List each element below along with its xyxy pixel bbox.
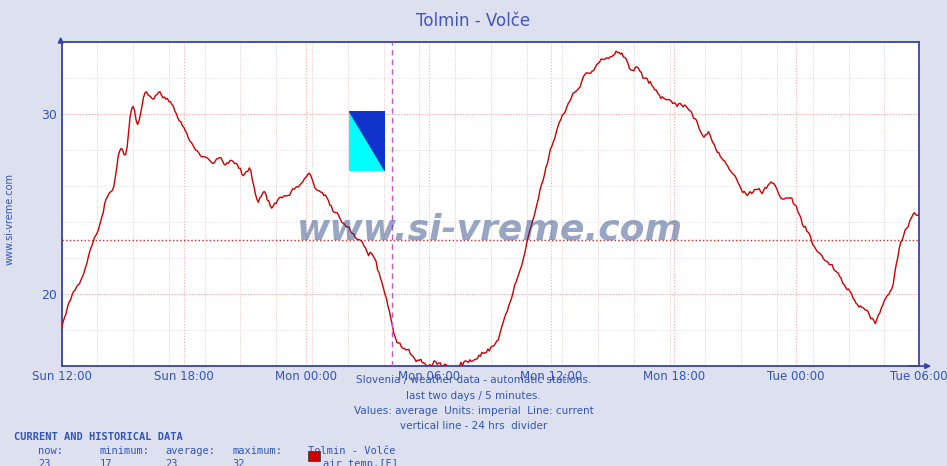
Text: 23: 23 (166, 459, 178, 466)
Text: Tolmin - Volče: Tolmin - Volče (308, 446, 395, 456)
Text: average:: average: (166, 446, 216, 456)
Text: vertical line - 24 hrs  divider: vertical line - 24 hrs divider (400, 421, 547, 431)
Text: Tolmin - Volče: Tolmin - Volče (417, 12, 530, 30)
Text: maximum:: maximum: (232, 446, 282, 456)
Text: CURRENT AND HISTORICAL DATA: CURRENT AND HISTORICAL DATA (14, 432, 183, 442)
Text: 23: 23 (38, 459, 50, 466)
Text: Slovenia / weather data - automatic stations.: Slovenia / weather data - automatic stat… (356, 375, 591, 385)
Text: www.si-vreme.com: www.si-vreme.com (297, 213, 683, 247)
Polygon shape (348, 111, 384, 171)
Text: 32: 32 (232, 459, 244, 466)
Polygon shape (348, 111, 384, 171)
Text: air temp.[F]: air temp.[F] (323, 459, 398, 466)
Text: last two days / 5 minutes.: last two days / 5 minutes. (406, 391, 541, 400)
Text: 17: 17 (99, 459, 112, 466)
Text: minimum:: minimum: (99, 446, 150, 456)
Text: now:: now: (38, 446, 63, 456)
Text: Values: average  Units: imperial  Line: current: Values: average Units: imperial Line: cu… (353, 406, 594, 416)
Text: www.si-vreme.com: www.si-vreme.com (5, 173, 14, 265)
